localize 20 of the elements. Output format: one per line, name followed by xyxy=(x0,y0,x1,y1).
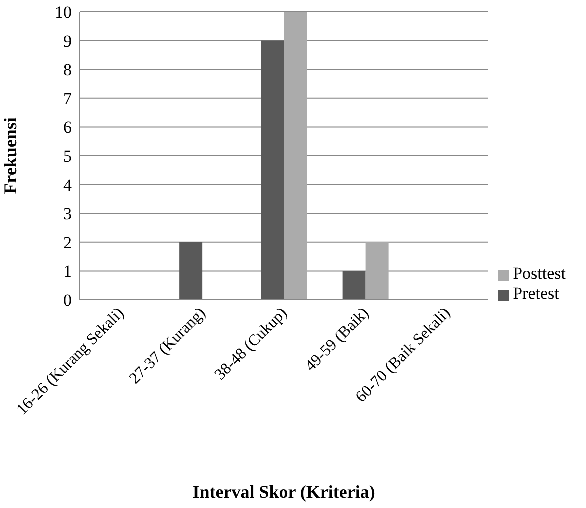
bar xyxy=(342,271,366,300)
y-tick-label: 4 xyxy=(64,176,72,195)
y-tick-label: 5 xyxy=(64,147,72,166)
y-tick-label: 7 xyxy=(64,89,72,108)
bar xyxy=(284,12,308,300)
y-tick-label: 3 xyxy=(64,204,72,224)
y-tick-label: 1 xyxy=(64,262,72,282)
legend-label: Pretest xyxy=(513,284,560,303)
y-axis-title: Frekuensi xyxy=(0,118,20,194)
x-axis-title: Interval Skor (Kriteria) xyxy=(192,482,376,502)
bar xyxy=(180,242,203,300)
y-tick-label: 8 xyxy=(64,60,72,80)
y-tick-label: 2 xyxy=(64,233,72,252)
legend-label: Posttest xyxy=(513,264,566,283)
bar xyxy=(366,242,389,300)
bar xyxy=(261,40,284,300)
y-tick-label: 9 xyxy=(64,32,72,51)
y-tick-label: 0 xyxy=(64,291,72,310)
y-tick-label: 6 xyxy=(64,118,72,138)
y-tick-label: 10 xyxy=(55,3,72,22)
